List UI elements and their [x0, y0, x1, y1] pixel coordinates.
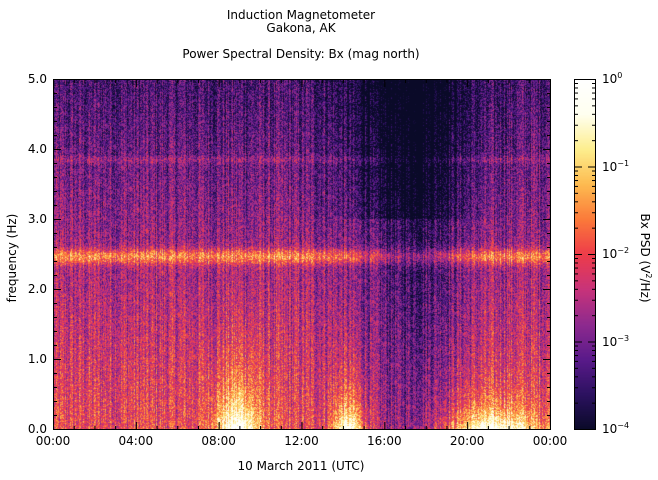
y-tick-label: 0.0: [27, 422, 47, 436]
colorbar-tick-label: 10−3: [602, 333, 630, 349]
colorbar-tick-label: 100: [602, 71, 623, 87]
x-tick-label: 00:00: [532, 434, 568, 448]
x-axis-label: 10 March 2011 (UTC): [237, 459, 365, 473]
y-tick-label: 4.0: [27, 142, 47, 156]
y-tick-label: 2.0: [27, 282, 47, 296]
colorbar-tick-label: 10−4: [602, 421, 630, 437]
colorbar-label: Bx PSD (V2/Hz): [638, 213, 653, 303]
spectrogram-heatmap: [53, 79, 551, 430]
chart-title-line1: Induction Magnetometer: [226, 8, 376, 22]
x-tick-label: 12:00: [284, 434, 319, 448]
colorbar-tick-label: 10−1: [602, 158, 630, 174]
x-tick-label: 04:00: [118, 434, 154, 448]
x-tick-label: 00:00: [35, 434, 71, 448]
plot-frame: [53, 79, 551, 430]
y-tick-label: 1.0: [27, 352, 47, 366]
y-tick-label: 3.0: [27, 212, 47, 226]
x-tick-label: 16:00: [367, 434, 402, 448]
chart-title: Power Spectral Density: Bx (mag north): [182, 47, 420, 61]
y-axis-label: frequency (Hz): [5, 213, 19, 303]
x-tick-label: 20:00: [449, 434, 485, 448]
x-tick-label: 08:00: [201, 434, 236, 448]
y-tick-label: 5.0: [27, 72, 47, 86]
chart-title-line2: Gakona, AK: [266, 21, 336, 35]
colorbar-tick-label: 10−2: [602, 246, 630, 262]
